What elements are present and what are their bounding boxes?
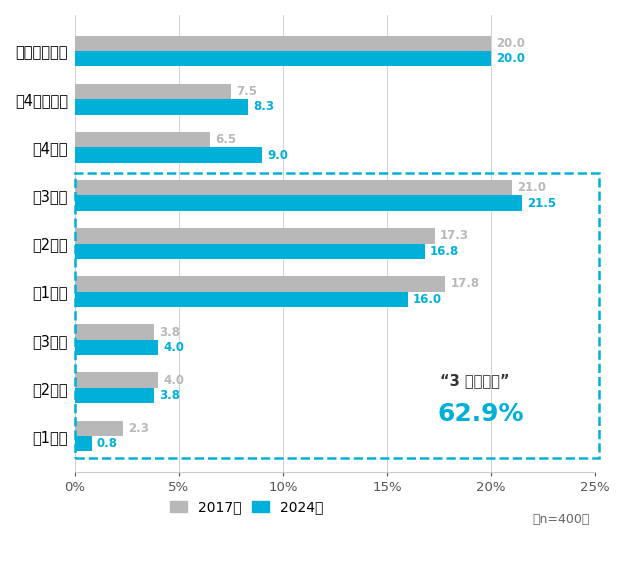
Bar bbox=[75, 132, 210, 148]
Bar bbox=[75, 173, 599, 458]
Bar bbox=[75, 292, 408, 307]
Text: 3.8: 3.8 bbox=[159, 325, 180, 339]
Bar bbox=[75, 84, 231, 99]
Bar bbox=[75, 148, 262, 163]
Bar bbox=[75, 324, 154, 340]
Text: 0.8: 0.8 bbox=[97, 437, 118, 450]
Legend: 2017年, 2024年: 2017年, 2024年 bbox=[164, 495, 329, 520]
Text: 7.5: 7.5 bbox=[236, 85, 258, 98]
Bar bbox=[75, 51, 491, 66]
Text: 20.0: 20.0 bbox=[496, 52, 526, 65]
Text: 9.0: 9.0 bbox=[268, 149, 288, 162]
Text: 2.3: 2.3 bbox=[128, 422, 149, 435]
Text: 62.9%: 62.9% bbox=[438, 402, 524, 426]
Bar bbox=[75, 35, 491, 51]
Text: 4.0: 4.0 bbox=[163, 374, 184, 387]
Text: 4.0: 4.0 bbox=[163, 341, 184, 354]
Bar bbox=[75, 276, 446, 292]
Text: 20.0: 20.0 bbox=[496, 37, 526, 50]
Bar bbox=[75, 372, 158, 388]
Bar bbox=[75, 180, 512, 195]
Text: “3 ｵ月以内”: “3 ｵ月以内” bbox=[440, 373, 509, 388]
Text: 3.8: 3.8 bbox=[159, 389, 180, 402]
Text: 16.8: 16.8 bbox=[430, 245, 459, 258]
Bar bbox=[75, 99, 248, 114]
Bar bbox=[75, 388, 154, 403]
Bar bbox=[75, 228, 435, 243]
Text: 6.5: 6.5 bbox=[216, 133, 236, 146]
Text: 16.0: 16.0 bbox=[413, 293, 442, 306]
Bar bbox=[75, 436, 92, 451]
Text: 8.3: 8.3 bbox=[253, 101, 274, 113]
Bar bbox=[75, 340, 158, 355]
Text: 17.3: 17.3 bbox=[440, 229, 469, 242]
Bar bbox=[75, 195, 522, 211]
Text: 21.0: 21.0 bbox=[517, 181, 546, 194]
Text: （n=400）: （n=400） bbox=[532, 513, 590, 526]
Text: 21.5: 21.5 bbox=[528, 196, 557, 210]
Text: 17.8: 17.8 bbox=[451, 278, 479, 290]
Bar bbox=[75, 421, 122, 436]
Bar bbox=[75, 243, 424, 259]
